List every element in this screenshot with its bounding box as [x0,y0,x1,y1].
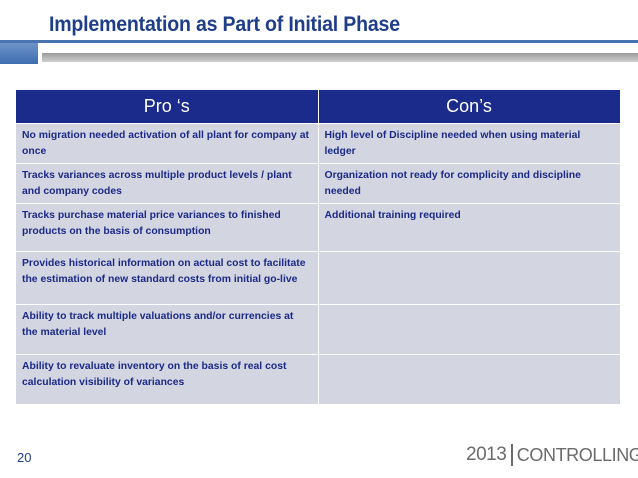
table-row: Provides historical information on actua… [16,250,621,304]
controlling-logo: 2013 CONTROLLING [466,443,638,467]
pro-cell: Provides historical information on actua… [16,250,319,304]
cons-header: Con’s [318,90,621,123]
table-row: No migration needed activation of all pl… [16,122,621,163]
pros-header: Pro ‘s [16,90,319,123]
header-accent-square [0,43,38,64]
con-cell [318,353,621,404]
table-header-row: Pro ‘s Con’s [16,90,621,123]
pro-cell: Tracks purchase material price variances… [16,202,319,251]
table-row: Tracks variances across multiple product… [16,162,621,203]
page-number: 20 [17,450,32,465]
table-row: Ability to revaluate inventory on the ba… [16,353,621,404]
logo-word: CONTROLLING [516,444,638,465]
pro-cell: Ability to track multiple valuations and… [16,303,319,354]
logo-year: 2013 [466,444,507,465]
header-rule-grey [42,53,638,62]
con-cell [318,303,621,354]
pro-cell: No migration needed activation of all pl… [16,122,319,163]
table-row: Ability to track multiple valuations and… [16,303,621,354]
con-cell [318,250,621,304]
pros-cons-table: Pro ‘s Con’s No migration needed activat… [16,90,621,404]
pro-cell: Tracks variances across multiple product… [16,162,319,203]
logo-divider [511,444,513,466]
con-cell: High level of Discipline needed when usi… [318,122,621,163]
con-cell: Additional training required [318,202,621,251]
header-rule-blue [0,40,638,43]
con-cell: Organization not ready for complicity an… [318,162,621,203]
table-row: Tracks purchase material price variances… [16,202,621,251]
pro-cell: Ability to revaluate inventory on the ba… [16,353,319,404]
slide-title: Implementation as Part of Initial Phase [49,13,400,36]
